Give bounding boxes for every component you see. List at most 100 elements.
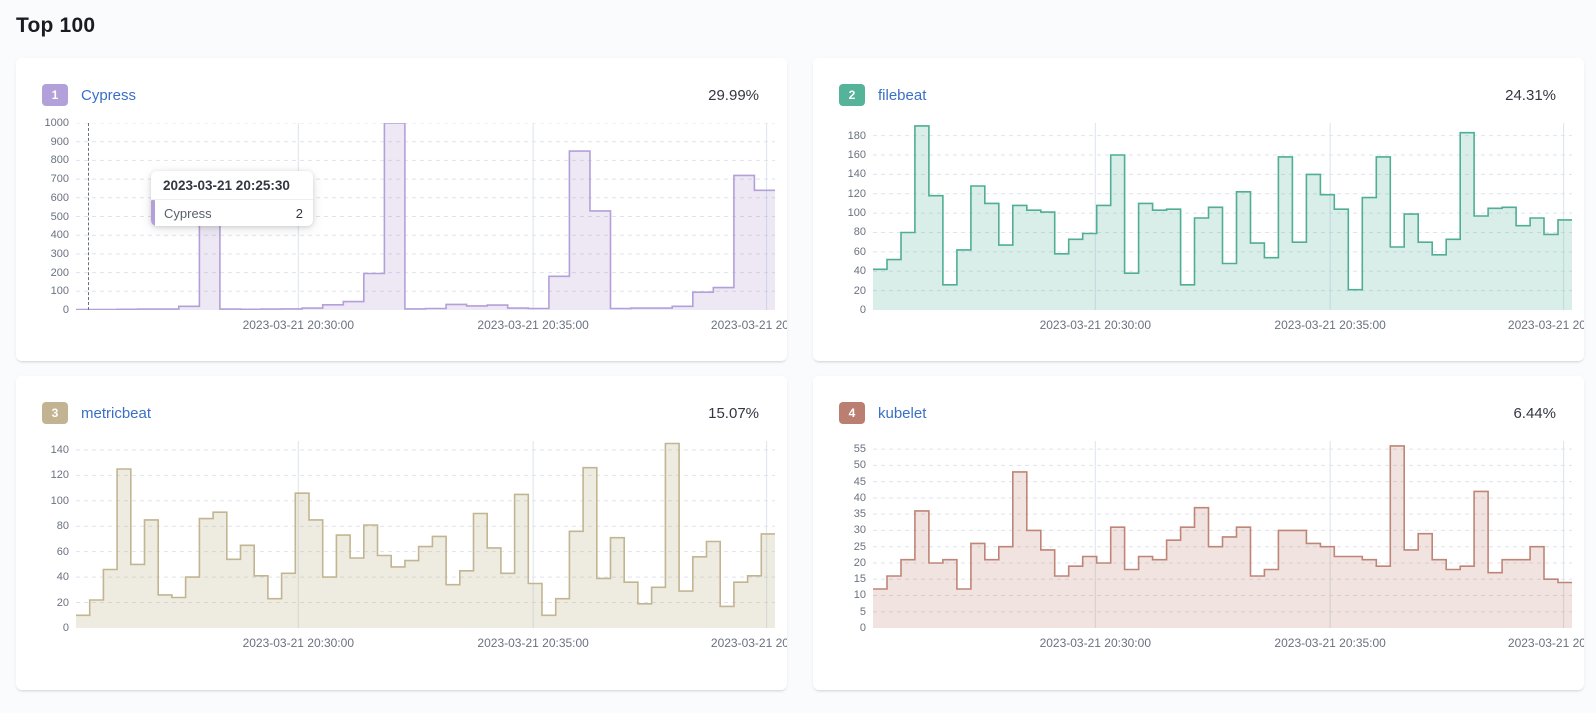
y-tick-label: 25: [853, 540, 866, 553]
x-tick-label: 2023-03-21 20:40:00: [1507, 636, 1584, 650]
card-filebeat: 2 filebeat 24.31% 0 20 40 60 80 100 120 140 160 1…: [813, 58, 1584, 361]
y-tick-label: 400: [50, 229, 69, 242]
plot-area: [873, 123, 1572, 310]
y-tick-label: 20: [853, 284, 866, 297]
x-tick-label: 2023-03-21 20:30:00: [242, 318, 354, 332]
series-link-metricbeat[interactable]: metricbeat: [81, 404, 152, 422]
y-axis: 0 20 40 60 80 100 120 140 160 180: [837, 123, 873, 316]
tooltip-timestamp: 2023-03-21 20:25:30: [151, 171, 313, 200]
chart-cypress[interactable]: 0 100 200 300 400 500 600 700 800 900 1000 2023-03…: [16, 117, 787, 334]
page-title: Top 100: [16, 14, 96, 37]
chart-metricbeat[interactable]: 0 20 40 60 80 100 120 140 2023-03-21 20:30:00 20…: [16, 441, 787, 652]
y-tick-label: 45: [853, 475, 866, 488]
percentage-value: 6.44%: [1513, 404, 1556, 422]
y-tick-label: 100: [847, 207, 866, 220]
y-axis: 0 20 40 60 80 100 120 140: [40, 441, 76, 634]
tooltip-series-label: Cypress: [164, 205, 212, 221]
card-kubelet: 4 kubelet 6.44% 0 5 10 15 20 25 30 35 40 45 50 55 2…: [813, 376, 1584, 690]
y-tick-label: 100: [50, 494, 69, 507]
rank-badge: 2: [839, 84, 865, 106]
plot-area: [873, 441, 1572, 628]
y-tick-label: 900: [50, 135, 69, 148]
top-100-page: Top 100 1 Cypress 29.99% 0 100 200 300 400 50…: [16, 14, 1584, 690]
y-axis: 0 100 200 300 400 500 600 700 800 900 1000: [40, 117, 76, 316]
y-tick-label: 15: [853, 573, 866, 586]
y-tick-label: 50: [853, 459, 866, 472]
x-tick-label: 2023-03-21 20:40:00: [1507, 318, 1584, 332]
x-axis: 2023-03-21 20:30:00 2023-03-21 20:35:00 20…: [76, 628, 787, 652]
y-tick-label: 80: [853, 226, 866, 239]
x-tick-label: 2023-03-21 20:35:00: [1274, 636, 1386, 650]
y-tick-label: 40: [853, 265, 866, 278]
percentage-value: 24.31%: [1505, 86, 1556, 104]
cards-grid: 1 Cypress 29.99% 0 100 200 300 400 500 600 700 8…: [16, 58, 1584, 690]
y-tick-label: 700: [50, 173, 69, 186]
x-tick-label: 2023-03-21 20:35:00: [1274, 318, 1386, 332]
series-link-filebeat[interactable]: filebeat: [878, 86, 927, 104]
y-tick-label: 30: [853, 524, 866, 537]
y-tick-label: 40: [853, 491, 866, 504]
card-header: 2 filebeat 24.31%: [813, 58, 1584, 106]
y-tick-label: 140: [50, 443, 69, 456]
chart-tooltip: 2023-03-21 20:25:30 Cypress 2: [151, 171, 313, 226]
y-tick-label: 35: [853, 508, 866, 521]
y-tick-label: 300: [50, 247, 69, 260]
y-tick-label: 20: [56, 596, 69, 609]
card-header: 4 kubelet 6.44%: [813, 376, 1584, 424]
y-tick-label: 120: [847, 187, 866, 200]
chart-filebeat[interactable]: 0 20 40 60 80 100 120 140 160 180 2023-03-21 20:3…: [813, 123, 1584, 334]
plot-area-wrap: 2023-03-21 20:25:30 Cypress 2 2023-03-21…: [76, 123, 787, 334]
plot-area: [76, 441, 775, 628]
series-link-cypress[interactable]: Cypress: [81, 86, 137, 104]
chart-kubelet[interactable]: 0 5 10 15 20 25 30 35 40 45 50 55 2023-03-21 20:30:…: [813, 441, 1584, 652]
plot-area-wrap: 2023-03-21 20:30:00 2023-03-21 20:35:00 20…: [873, 123, 1584, 334]
card-cypress: 1 Cypress 29.99% 0 100 200 300 400 500 600 700 8…: [16, 58, 787, 361]
rank-badge: 4: [839, 402, 865, 424]
x-tick-label: 2023-03-21 20:40:00: [710, 318, 787, 332]
x-axis: 2023-03-21 20:30:00 2023-03-21 20:35:00 20…: [873, 628, 1584, 652]
y-tick-label: 0: [62, 622, 69, 634]
y-tick-label: 180: [847, 129, 866, 142]
series-link-kubelet[interactable]: kubelet: [878, 404, 927, 422]
x-tick-label: 2023-03-21 20:35:00: [477, 318, 589, 332]
y-tick-label: 140: [847, 168, 866, 181]
crosshair-cursor-line: [87, 123, 89, 310]
x-axis: 2023-03-21 20:30:00 2023-03-21 20:35:00 20…: [76, 310, 787, 334]
y-tick-label: 20: [853, 556, 866, 569]
y-tick-label: 100: [50, 285, 69, 298]
y-tick-label: 1000: [44, 117, 69, 129]
plot-area-wrap: 2023-03-21 20:30:00 2023-03-21 20:35:00 20…: [76, 441, 787, 652]
percentage-value: 15.07%: [708, 404, 759, 422]
y-tick-label: 10: [853, 589, 866, 602]
y-tick-label: 60: [56, 545, 69, 558]
x-tick-label: 2023-03-21 20:30:00: [242, 636, 354, 650]
plot-area: 2023-03-21 20:25:30 Cypress 2: [76, 123, 775, 310]
y-tick-label: 80: [56, 520, 69, 533]
x-axis: 2023-03-21 20:30:00 2023-03-21 20:35:00 20…: [873, 310, 1584, 334]
card-header: 1 Cypress 29.99%: [16, 58, 787, 106]
y-tick-label: 160: [847, 148, 866, 161]
card-header: 3 metricbeat 15.07%: [16, 376, 787, 424]
y-tick-label: 0: [62, 304, 69, 316]
y-tick-label: 60: [853, 245, 866, 258]
y-tick-label: 55: [853, 443, 866, 456]
y-tick-label: 800: [50, 154, 69, 167]
x-tick-label: 2023-03-21 20:30:00: [1039, 636, 1151, 650]
y-tick-label: 40: [56, 571, 69, 584]
x-tick-label: 2023-03-21 20:35:00: [477, 636, 589, 650]
plot-area-wrap: 2023-03-21 20:30:00 2023-03-21 20:35:00 20…: [873, 441, 1584, 652]
y-axis: 0 5 10 15 20 25 30 35 40 45 50 55: [837, 441, 873, 634]
y-tick-label: 0: [859, 622, 866, 634]
y-tick-label: 120: [50, 469, 69, 482]
tooltip-series-value: 2: [295, 205, 303, 221]
rank-badge: 3: [42, 402, 68, 424]
percentage-value: 29.99%: [708, 86, 759, 104]
y-tick-label: 200: [50, 266, 69, 279]
y-tick-label: 5: [859, 605, 866, 618]
x-tick-label: 2023-03-21 20:30:00: [1039, 318, 1151, 332]
y-tick-label: 500: [50, 210, 69, 223]
card-metricbeat: 3 metricbeat 15.07% 0 20 40 60 80 100 120 140 2…: [16, 376, 787, 690]
x-tick-label: 2023-03-21 20:40:00: [710, 636, 787, 650]
y-tick-label: 0: [859, 304, 866, 316]
y-tick-label: 600: [50, 191, 69, 204]
